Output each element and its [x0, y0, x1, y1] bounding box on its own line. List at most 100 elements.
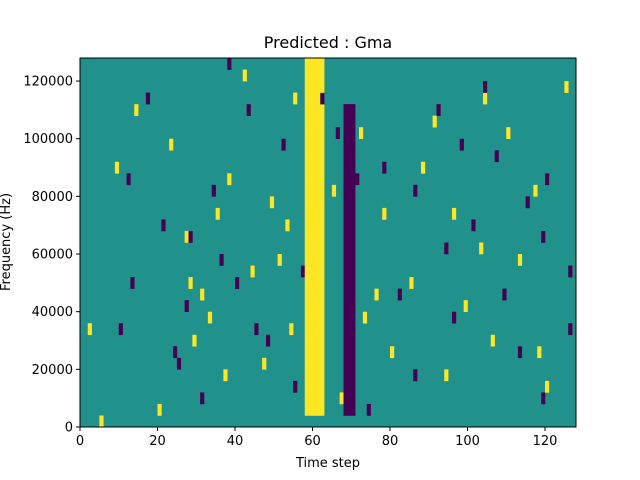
heatmap-cell-high: [308, 311, 313, 324]
heatmap-cell-low: [343, 173, 348, 186]
heatmap-cell-high: [316, 288, 321, 301]
heatmap-cell-low: [343, 115, 348, 128]
heatmap-cell-low: [343, 104, 348, 116]
heatmap-cell-high: [320, 288, 325, 301]
heatmap-cell-high: [316, 357, 321, 370]
heatmap-cell-high: [320, 127, 325, 140]
heatmap-cell-low: [351, 196, 356, 209]
heatmap-cell-high: [312, 207, 317, 220]
heatmap-cell-high: [320, 161, 325, 174]
heatmap-cell-low: [347, 277, 352, 289]
heatmap-cell-high: [312, 323, 317, 336]
heatmap-cell-high: [134, 104, 139, 116]
heatmap-cell-low: [347, 288, 352, 301]
heatmap-cell-low: [343, 277, 348, 289]
heatmap-cell-high: [316, 69, 321, 82]
heatmap-cell-high: [308, 300, 313, 312]
heatmap-cell-low: [343, 127, 348, 140]
heatmap-cell-high: [304, 277, 309, 289]
heatmap-cell-low: [568, 265, 573, 278]
heatmap-cell-high: [320, 104, 325, 116]
heatmap-cell-low: [347, 334, 352, 347]
heatmap-cell-high: [312, 254, 317, 266]
heatmap-cell-low: [254, 323, 259, 336]
heatmap-cell-high: [308, 196, 313, 209]
heatmap-cell-high: [157, 403, 162, 416]
heatmap-cell-high: [312, 403, 317, 416]
heatmap-cell-high: [312, 288, 317, 301]
heatmap-cell-high: [304, 369, 309, 382]
heatmap-cell-high: [223, 369, 228, 382]
heatmap-cell-high: [331, 184, 337, 197]
heatmap-cell-high: [304, 127, 309, 140]
y-tick-label: 100000: [23, 132, 73, 147]
x-tick-label: 0: [76, 434, 84, 449]
heatmap-cell-high: [320, 207, 325, 220]
heatmap-cell-high: [316, 207, 321, 220]
heatmap-cell-high: [432, 115, 437, 128]
heatmap-cell-low: [351, 254, 356, 266]
heatmap-cell-high: [316, 311, 321, 324]
heatmap-cell-high: [316, 392, 321, 405]
heatmap-cell-high: [312, 196, 317, 209]
heatmap-cell-high: [308, 357, 313, 370]
heatmap-cell-high: [242, 69, 247, 82]
heatmap-cell-high: [285, 219, 290, 232]
heatmap-cell-low: [347, 380, 352, 393]
heatmap-cell-high: [320, 58, 325, 70]
heatmap-cell-high: [312, 357, 317, 370]
heatmap-cell-high: [308, 173, 313, 186]
heatmap-cell-low: [343, 334, 348, 347]
heatmap-cell-high: [320, 277, 325, 289]
chart-title: Predicted : Gma: [264, 33, 392, 52]
heatmap-cell-high: [304, 300, 309, 312]
x-tick-label: 80: [382, 434, 399, 449]
heatmap-cell-high: [87, 323, 92, 336]
heatmap-cell-low: [351, 380, 356, 393]
y-tick-label: 40000: [32, 305, 73, 320]
heatmap-cell-high: [316, 150, 321, 163]
x-tick-label: 40: [227, 434, 244, 449]
heatmap-cell-high: [316, 380, 321, 393]
heatmap-cell-high: [339, 392, 344, 405]
heatmap-cell-low: [211, 184, 216, 197]
heatmap-cell-high: [308, 58, 313, 70]
heatmap-cell-high: [537, 346, 542, 359]
heatmap-cell-low: [343, 207, 348, 220]
heatmap-cell-high: [308, 380, 313, 393]
heatmap-cell-high: [308, 115, 313, 128]
heatmap-cell-high: [320, 334, 325, 347]
heatmap-cell-high: [304, 346, 309, 359]
heatmap-cell-high: [452, 207, 457, 220]
heatmap-cell-high: [312, 58, 317, 70]
heatmap-cell-high: [308, 207, 313, 220]
heatmap-cell-low: [335, 127, 340, 140]
heatmap-cell-high: [316, 115, 321, 128]
heatmap-cell-low: [161, 219, 166, 232]
heatmap-cell-low: [200, 392, 205, 405]
heatmap-cell-low: [343, 254, 348, 266]
heatmap-cell-low: [502, 288, 507, 301]
heatmap-cell-low: [568, 323, 573, 336]
heatmap-cell-low: [130, 277, 135, 289]
heatmap-cell-high: [308, 150, 313, 163]
heatmap-cell-high: [312, 150, 317, 163]
heatmap-cell-low: [351, 346, 356, 359]
heatmap-cell-high: [316, 104, 321, 116]
heatmap-cell-low: [343, 288, 348, 301]
heatmap-cell-high: [312, 242, 317, 255]
heatmap-cell-high: [320, 173, 325, 186]
x-tick-label: 100: [455, 434, 480, 449]
heatmap-cell-low: [494, 150, 499, 163]
heatmap-cell-low: [382, 161, 387, 174]
heatmap-cell-high: [316, 173, 321, 186]
heatmap-cell-high: [545, 380, 550, 393]
heatmap-cell-low: [436, 104, 441, 116]
heatmap-cell-low: [227, 58, 232, 70]
heatmap-cell-high: [308, 346, 313, 359]
heatmap-cell-high: [312, 300, 317, 312]
heatmap-cell-low: [459, 138, 464, 151]
heatmap-cell-high: [304, 323, 309, 336]
heatmap-cell-high: [114, 161, 120, 174]
heatmap-cell-high: [312, 334, 317, 347]
